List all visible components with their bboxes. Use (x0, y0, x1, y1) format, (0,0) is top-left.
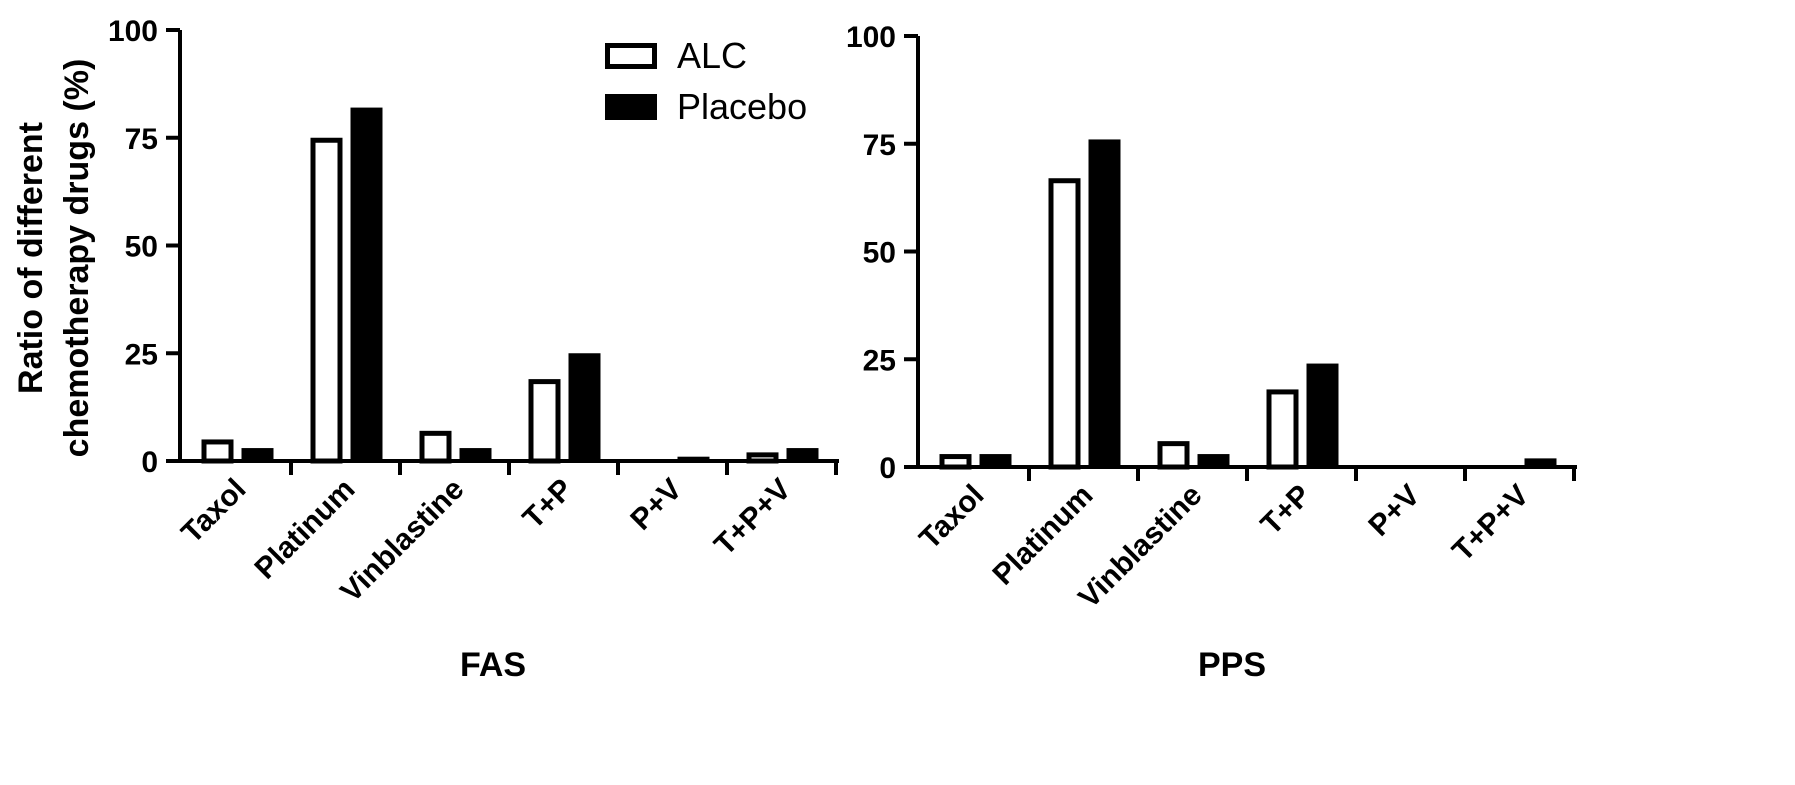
bar-placebo-1-2 (350, 107, 383, 461)
bar-placebo-2-2 (1088, 139, 1121, 467)
category-label-1-1: Taxol (175, 473, 252, 550)
bar-placebo-2-1 (979, 454, 1012, 467)
category-label-2-6: T+P+V (1446, 479, 1535, 568)
y-axis-title-line-1: Ratio of different (12, 122, 50, 394)
y-tick-label-2-0: 0 (879, 452, 896, 485)
category-label-1-6: T+P+V (708, 473, 797, 562)
category-label-2-4: T+P (1255, 479, 1318, 542)
legend-swatch-alc (605, 43, 657, 69)
y-tick-label-2-25: 25 (863, 344, 896, 377)
bar-alc-2-1 (939, 454, 972, 470)
y-tick-label-1-0: 0 (141, 446, 158, 479)
legend-label-placebo: Placebo (677, 86, 807, 127)
bar-placebo-1-5 (677, 456, 710, 461)
bar-placebo-1-4 (568, 353, 601, 461)
bar-placebo-2-4 (1306, 363, 1339, 467)
bar-alc-2-4 (1266, 389, 1299, 470)
x-axis-title-2: PPS (1198, 646, 1266, 684)
category-label-1-4: T+P (517, 473, 580, 536)
bar-placebo-2-6 (1524, 458, 1557, 467)
y-axis-title: Ratio of different chemotherapy drugs (%) (12, 59, 96, 458)
legend-swatch-placebo (605, 94, 657, 120)
bar-placebo-2-3 (1197, 454, 1230, 467)
category-label-1-5: P+V (624, 473, 688, 537)
y-tick-label-2-50: 50 (863, 237, 896, 270)
bar-placebo-1-3 (459, 448, 492, 461)
y-tick-label-2-100: 100 (846, 21, 896, 54)
y-tick-label-1-50: 50 (125, 231, 158, 264)
bar-alc-1-3 (419, 430, 452, 464)
category-label-1-2: Platinum (249, 473, 362, 586)
y-axis-title-line-2: chemotherapy drugs (%) (58, 59, 96, 458)
bar-alc-1-4 (528, 379, 561, 464)
bar-alc-2-2 (1048, 178, 1081, 470)
bar-alc-1-2 (310, 137, 343, 464)
bar-placebo-1-1 (241, 448, 274, 461)
bar-alc-1-1 (201, 439, 234, 464)
y-tick-label-1-100: 100 (108, 15, 158, 48)
category-label-2-1: Taxol (913, 479, 990, 556)
bar-alc-1-6 (746, 452, 779, 464)
category-label-2-5: P+V (1362, 479, 1426, 543)
category-label-2-2: Platinum (987, 479, 1100, 592)
y-tick-label-1-75: 75 (125, 123, 158, 156)
bar-placebo-1-6 (786, 448, 819, 461)
x-axis-title-1: FAS (460, 646, 526, 684)
legend-label-alc: ALC (677, 35, 747, 76)
y-tick-label-1-25: 25 (125, 338, 158, 371)
y-tick-label-2-75: 75 (863, 129, 896, 162)
bar-alc-2-3 (1157, 441, 1190, 470)
